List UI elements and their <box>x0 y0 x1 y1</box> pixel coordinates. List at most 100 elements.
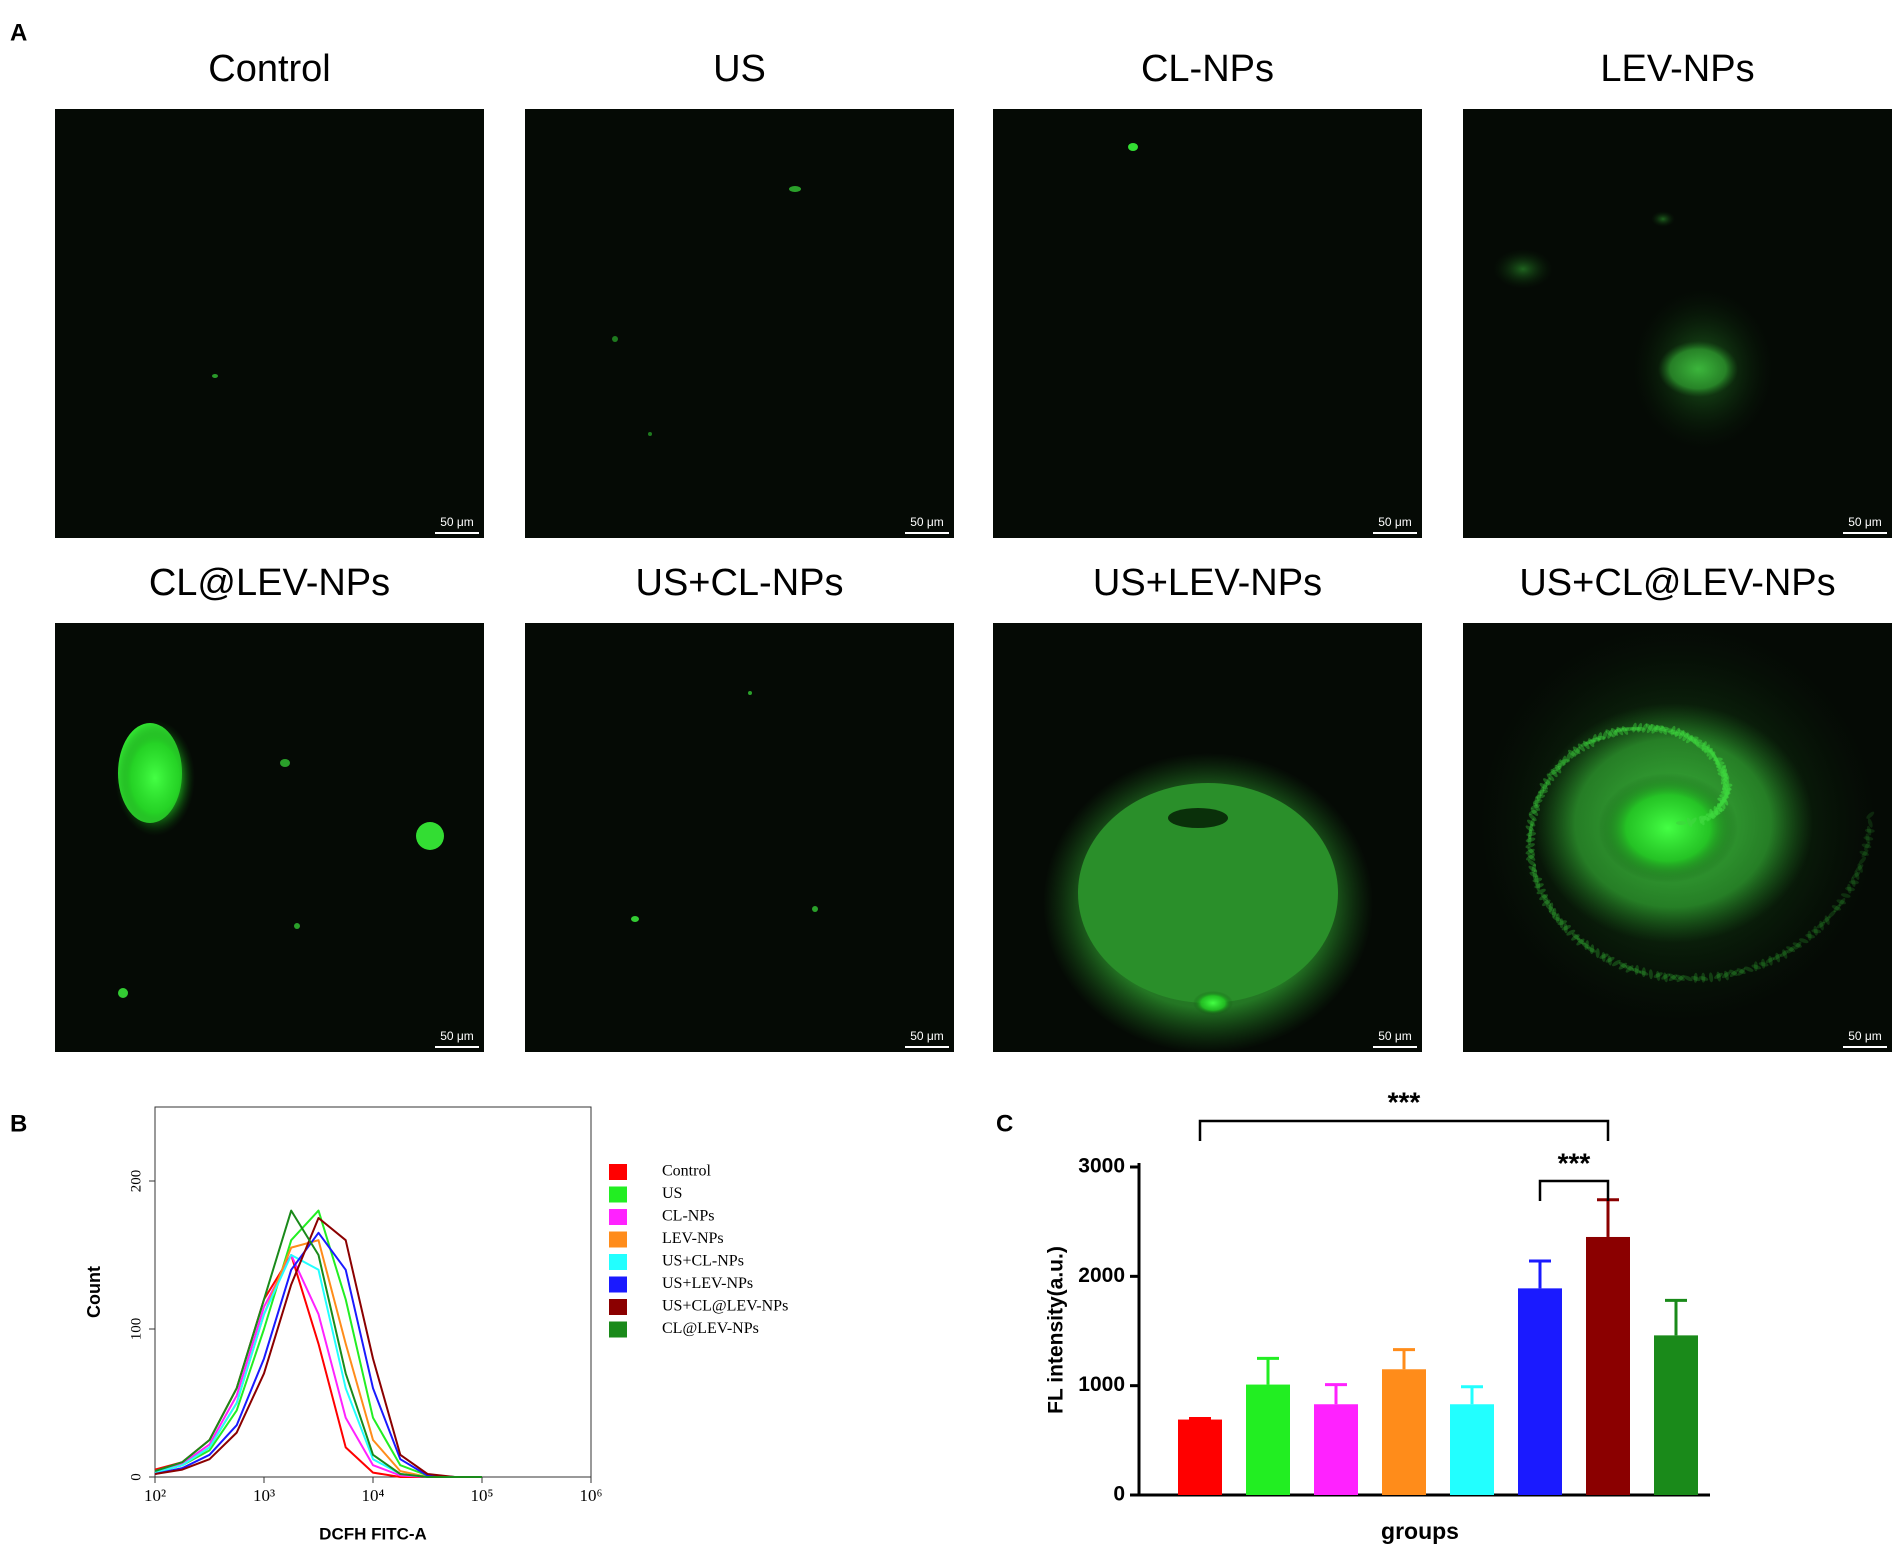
green-speckle <box>1694 738 1700 748</box>
bar <box>1246 1384 1290 1495</box>
green-speckle <box>1782 949 1788 959</box>
y-tick-label: 200 <box>128 1170 144 1193</box>
green-speckle <box>1717 772 1728 777</box>
bar <box>1450 1404 1494 1495</box>
green-speckle <box>1683 975 1693 982</box>
green-speckle <box>1576 938 1586 945</box>
green-speckle <box>1792 942 1802 948</box>
green-speckle <box>1584 940 1589 950</box>
y-tick-label: 1000 <box>1078 1373 1125 1396</box>
fluorescence <box>1128 143 1138 151</box>
green-speckle <box>1668 974 1678 982</box>
green-speckle <box>1532 869 1538 880</box>
green-speckle <box>1708 751 1716 760</box>
green-speckle <box>1857 863 1863 873</box>
green-speckle <box>1542 898 1552 906</box>
bar <box>1178 1419 1222 1495</box>
green-speckle <box>1861 843 1872 849</box>
green-speckle <box>1605 956 1615 963</box>
scale-bar-label: 50 μm <box>910 1029 944 1043</box>
green-signal <box>631 916 639 922</box>
green-speckle <box>1618 962 1628 970</box>
green-speckle <box>1638 970 1649 976</box>
green-speckle <box>1668 973 1678 981</box>
green-speckle <box>1560 759 1571 764</box>
micrograph <box>525 623 954 1052</box>
green-speckle <box>1864 828 1875 833</box>
green-speckle <box>1543 778 1552 786</box>
legend-swatch <box>609 1321 627 1338</box>
green-speckle <box>1866 825 1872 836</box>
green-speckle <box>1625 965 1634 973</box>
green-speckle <box>1698 976 1709 981</box>
green-speckle <box>1612 728 1619 738</box>
green-speckle <box>1530 804 1541 810</box>
green-speckle <box>1690 735 1697 745</box>
green-speckle <box>1571 933 1581 941</box>
green-speckle <box>1537 791 1542 802</box>
green-speckle <box>1863 836 1874 841</box>
green-speckle <box>1691 975 1701 982</box>
legend-swatch <box>609 1276 627 1293</box>
green-speckle <box>1653 972 1663 978</box>
legend-swatch <box>609 1299 627 1315</box>
green-speckle <box>1557 920 1568 926</box>
y-axis-label: Count <box>84 1266 104 1318</box>
green-speckle <box>1729 969 1738 978</box>
y-tick-label: 0 <box>128 1473 144 1481</box>
legend-label: Control <box>662 1163 711 1180</box>
green-signal <box>1168 808 1228 828</box>
green-speckle <box>1840 893 1851 898</box>
y-tick-label: 2000 <box>1078 1264 1125 1287</box>
green-speckle <box>1525 854 1535 861</box>
green-speckle <box>1550 769 1558 778</box>
green-speckle <box>1807 930 1812 941</box>
green-speckle <box>1618 962 1628 969</box>
green-speckle <box>1646 724 1653 734</box>
green-speckle <box>1780 949 1789 958</box>
green-signal <box>1658 341 1738 397</box>
green-speckle <box>1534 875 1539 886</box>
green-speckle <box>1701 972 1706 983</box>
green-speckle <box>1693 972 1698 983</box>
green-speckle <box>1719 794 1729 799</box>
green-speckle <box>1559 918 1564 929</box>
green-speckle <box>1805 933 1816 939</box>
green-speckle <box>1715 759 1721 770</box>
green-speckle <box>1577 743 1586 752</box>
green-speckle <box>1532 799 1543 804</box>
green-speckle <box>1551 907 1557 918</box>
green-speckle <box>1859 850 1869 856</box>
scale-bar-label: 50 μm <box>1378 515 1412 529</box>
green-speckle <box>1527 859 1537 867</box>
green-speckle <box>1721 971 1731 979</box>
green-speckle <box>1775 952 1781 963</box>
green-speckle <box>1720 776 1729 785</box>
green-speckle <box>1676 974 1685 983</box>
green-speckle <box>1715 801 1724 810</box>
bar <box>1654 1335 1698 1495</box>
green-speckle <box>1758 962 1769 967</box>
y-tick-label: 3000 <box>1078 1155 1125 1178</box>
green-speckle <box>1539 786 1545 797</box>
green-signal <box>748 691 752 695</box>
green-speckle <box>1527 847 1535 856</box>
green-signal <box>789 186 801 192</box>
green-speckle <box>1624 726 1635 732</box>
green-speckle <box>1701 748 1712 753</box>
green-speckle <box>1610 728 1619 736</box>
legend-label: US+LEV-NPs <box>662 1275 753 1292</box>
green-speckle <box>1717 797 1727 803</box>
green-speckle <box>1816 921 1826 929</box>
green-speckle <box>1692 739 1703 744</box>
green-speckle <box>1847 883 1852 894</box>
green-signal <box>612 336 618 342</box>
green-speckle <box>1601 951 1606 962</box>
green-speckle <box>1836 899 1846 905</box>
significance-label: *** <box>1558 1147 1591 1178</box>
green-speckle <box>1581 942 1591 949</box>
green-speckle <box>1566 752 1571 762</box>
green-speckle <box>1548 770 1558 776</box>
micrograph <box>55 109 484 538</box>
green-speckle <box>1672 731 1683 736</box>
